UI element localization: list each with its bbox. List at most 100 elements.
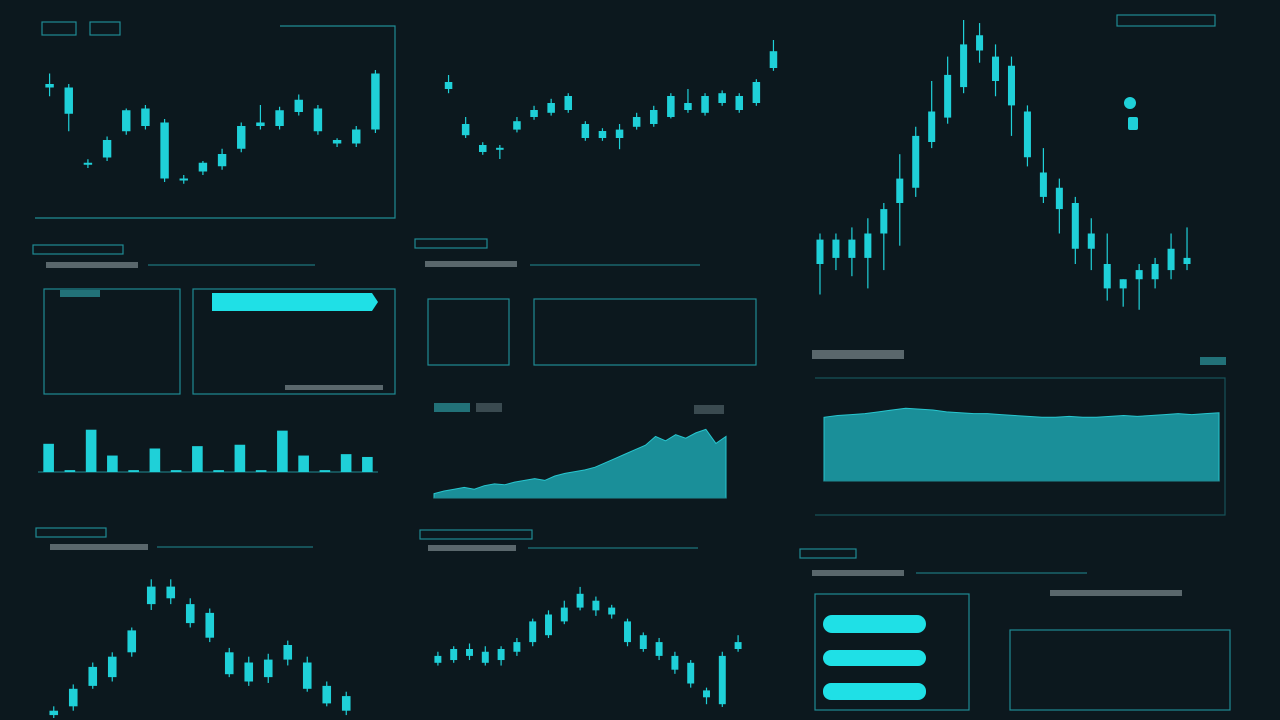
tag	[799, 548, 857, 559]
candle-body	[944, 74, 952, 118]
candle-body	[1119, 279, 1127, 289]
candle-body	[444, 82, 453, 89]
legend-dot	[1128, 117, 1138, 130]
bar	[149, 448, 161, 472]
candle-body	[64, 87, 73, 114]
pill	[823, 683, 926, 700]
candle-body	[185, 604, 195, 624]
label-block	[694, 405, 724, 414]
bar	[234, 444, 246, 472]
candle-body	[107, 656, 117, 678]
bar	[298, 455, 309, 472]
candle-body	[478, 145, 487, 152]
candle-body	[649, 110, 658, 124]
candle-body	[122, 110, 131, 132]
candle-body	[1183, 257, 1191, 264]
candle-body	[1023, 111, 1031, 158]
candle-body	[1055, 187, 1063, 210]
candle-body	[529, 621, 537, 643]
candle-body	[701, 96, 709, 113]
candle-body	[598, 131, 607, 138]
candle-body	[564, 96, 573, 110]
label-block	[285, 385, 383, 390]
candle-body	[928, 111, 936, 142]
candle-body	[1103, 264, 1111, 289]
candle-body	[141, 108, 150, 126]
panel-frame	[814, 593, 970, 711]
panel-frame	[43, 288, 181, 395]
panel-frame	[1009, 629, 1231, 711]
bar	[170, 470, 182, 472]
decor	[32, 14, 1231, 711]
candle-body	[244, 662, 254, 682]
candle-body	[160, 122, 169, 179]
candle-body	[864, 233, 872, 258]
candle-body	[530, 110, 538, 117]
candle-body	[545, 614, 552, 636]
candle-body	[667, 96, 675, 117]
candle-body	[581, 124, 590, 138]
candle-body	[816, 239, 824, 264]
bar	[107, 455, 118, 472]
candle-body	[513, 642, 521, 652]
tag	[89, 21, 121, 36]
label-block	[46, 262, 138, 268]
bar	[85, 429, 97, 472]
candle-body	[332, 140, 342, 144]
candle-body	[49, 710, 59, 716]
label-block	[812, 570, 904, 576]
label-block	[428, 545, 516, 551]
candle-body	[624, 621, 631, 643]
candle-body	[497, 649, 505, 661]
candle-body	[718, 655, 726, 705]
legend-frame	[1116, 14, 1216, 27]
candle-body	[1135, 270, 1143, 280]
candle-body	[275, 110, 284, 126]
panel-frame	[427, 298, 510, 366]
candle-body	[466, 649, 473, 656]
bar	[362, 456, 373, 472]
candle-body	[68, 688, 78, 707]
candle-body	[1007, 65, 1015, 106]
candle-body	[224, 652, 234, 675]
candle-body	[976, 35, 984, 51]
candle-body	[576, 593, 584, 608]
candle-body	[88, 666, 98, 686]
candle-body	[496, 147, 504, 150]
candle-body	[639, 635, 647, 649]
candle-body	[146, 586, 156, 605]
candle-body	[912, 135, 920, 188]
candle-body	[655, 642, 663, 656]
candle-body	[256, 122, 265, 126]
pill	[823, 615, 926, 633]
bar	[64, 470, 76, 472]
bar	[255, 470, 267, 472]
candle-body	[734, 642, 742, 649]
tag	[35, 527, 107, 538]
label-block	[50, 544, 148, 550]
candle-body	[371, 73, 380, 130]
candle-body	[205, 612, 215, 638]
candle-body	[718, 93, 726, 103]
candle-body	[769, 51, 778, 68]
candle-body	[671, 655, 679, 670]
candle-body	[283, 645, 293, 660]
label-block	[425, 261, 517, 267]
candle-body	[547, 103, 555, 113]
candle-body	[992, 56, 1000, 81]
candle-body	[45, 84, 54, 88]
candle-body	[217, 154, 227, 167]
candle-body	[434, 655, 442, 663]
candle-body	[752, 82, 761, 103]
tag	[414, 238, 488, 249]
candle-body	[294, 99, 303, 112]
progress-bar	[212, 293, 378, 311]
candle-body	[684, 103, 692, 110]
candle-body	[896, 178, 904, 203]
candle-body	[302, 662, 312, 689]
candle-body	[960, 44, 968, 88]
candle-body	[513, 121, 521, 130]
bar	[213, 470, 224, 472]
bar	[192, 446, 203, 472]
candle-body	[166, 586, 176, 599]
